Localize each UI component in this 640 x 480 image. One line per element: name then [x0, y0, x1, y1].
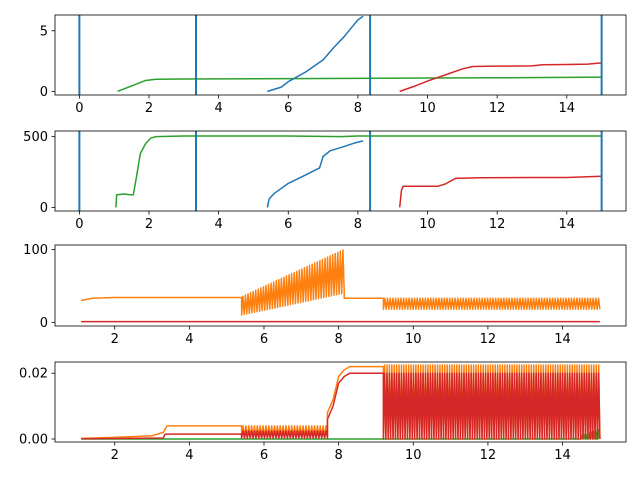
plot-area — [78, 131, 603, 211]
plot-area — [81, 364, 601, 440]
x-tick-label: 4 — [214, 217, 222, 232]
x-tick-label: 8 — [334, 332, 342, 347]
y-tick-label: 500 — [23, 130, 48, 145]
x-tick-label: 10 — [405, 448, 422, 463]
subplot-1: 0 2 4 6 8 10 12 14 0 5 — [40, 14, 627, 116]
x-tick-label: 8 — [354, 217, 362, 232]
y-tick-label: 0.00 — [19, 433, 48, 448]
subplots: 0 2 4 6 8 10 12 14 0 5 0 2 4 6 8 10 12 14 0 500 2 4 6 8 10 12 14 0 1… — [19, 14, 627, 463]
x-tick-label: 12 — [480, 448, 497, 463]
subplot-4: 2 4 6 8 10 12 14 0.00 0.02 — [19, 361, 627, 463]
x-tick-label: 14 — [559, 101, 576, 116]
series-line-3 — [399, 62, 602, 93]
subplot-3: 2 4 6 8 10 12 14 0 100 — [23, 243, 627, 347]
x-tick-label: 8 — [334, 448, 342, 463]
x-tick-label: 12 — [489, 101, 506, 116]
x-tick-label: 6 — [260, 332, 268, 347]
plot-area — [80, 249, 601, 323]
x-tick-label: 4 — [185, 448, 193, 463]
x-tick-label: 10 — [419, 217, 436, 232]
y-tick-label: 0 — [40, 85, 48, 100]
x-tick-label: 4 — [214, 101, 222, 116]
axes-frame — [54, 14, 627, 96]
series-line-1 — [115, 135, 602, 208]
x-tick-label: 2 — [111, 332, 119, 347]
x-tick-label: 12 — [480, 332, 497, 347]
x-tick-label: 6 — [284, 101, 292, 116]
y-tick-label: 5 — [40, 24, 48, 39]
x-tick-label: 2 — [145, 101, 153, 116]
x-tick-label: 6 — [260, 448, 268, 463]
x-tick-label: 14 — [554, 448, 571, 463]
x-tick-label: 6 — [284, 217, 292, 232]
x-tick-label: 10 — [419, 101, 436, 116]
series-line-2 — [267, 15, 364, 93]
y-tick-label: 0.02 — [19, 367, 48, 382]
x-tick-label: 2 — [111, 448, 119, 463]
series-line-2 — [266, 140, 364, 208]
y-tick-label: 0 — [40, 316, 48, 331]
x-tick-label: 2 — [145, 217, 153, 232]
x-tick-label: 14 — [554, 332, 571, 347]
axes-frame — [54, 244, 627, 327]
y-tick-label: 0 — [40, 201, 48, 216]
axes-frame — [54, 361, 627, 443]
axes-frame — [54, 130, 627, 212]
series-line-1 — [117, 76, 602, 93]
y-tick-label: 100 — [23, 243, 48, 258]
series-line-2 — [80, 249, 601, 316]
x-tick-label: 10 — [405, 332, 422, 347]
x-tick-label: 0 — [75, 217, 83, 232]
x-tick-label: 12 — [489, 217, 506, 232]
subplot-2: 0 2 4 6 8 10 12 14 0 500 — [23, 130, 627, 232]
x-tick-label: 8 — [354, 101, 362, 116]
series-line-3 — [398, 175, 602, 208]
x-tick-label: 4 — [185, 332, 193, 347]
series-line-3 — [81, 372, 601, 440]
x-tick-label: 14 — [559, 217, 576, 232]
x-tick-label: 0 — [75, 101, 83, 116]
plot-area — [78, 15, 603, 95]
